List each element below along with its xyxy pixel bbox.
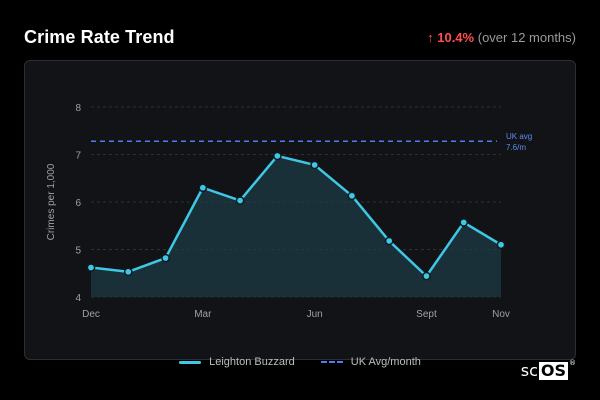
- legend-item-uk-avg[interactable]: UK Avg/month: [320, 356, 421, 368]
- data-point: [86, 263, 96, 272]
- trend-up-icon: ↑: [427, 29, 434, 45]
- data-point: [123, 267, 133, 277]
- y-axis-label: Crimes per 1,000: [46, 163, 57, 240]
- series-area: [91, 155, 501, 297]
- logo-boxed: OS: [538, 360, 568, 380]
- legend: Leighton Buzzard UK Avg/month: [0, 352, 600, 372]
- x-tick-label: Jun: [307, 309, 323, 320]
- registered-mark: ®: [569, 358, 576, 367]
- chart-title: Crime Rate Trend: [24, 26, 175, 47]
- data-point: [422, 271, 431, 281]
- logo-prefix: sc: [520, 361, 538, 380]
- data-point: [347, 191, 357, 201]
- data-point: [273, 151, 282, 161]
- x-tick-label: Nov: [492, 309, 510, 320]
- y-tick-label: 8: [75, 103, 81, 114]
- y-tick-label: 7: [75, 151, 81, 162]
- axis-layer: 4 5 6 7 8 Crimes per 1,000 Dec Mar Jun Sept Nov: [46, 103, 510, 320]
- area-layer: [91, 155, 501, 297]
- data-point: [235, 196, 245, 205]
- change-summary: ↑ 10.4% (over 12 months): [427, 30, 576, 45]
- y-tick-label: 4: [75, 293, 81, 304]
- data-point: [384, 236, 394, 246]
- x-tick-label: Dec: [82, 309, 100, 320]
- uk-avg-annotation-line2: 7.6/m: [506, 143, 526, 152]
- points-layer: [86, 151, 506, 281]
- x-tick-label: Mar: [194, 309, 212, 320]
- legend-item-series[interactable]: Leighton Buzzard: [179, 356, 295, 368]
- series-line: [90, 154, 502, 278]
- legend-label-series: Leighton Buzzard: [209, 356, 295, 368]
- change-percentage: 10.4%: [437, 29, 475, 45]
- legend-swatch-uk-avg: [320, 361, 343, 363]
- brand-logo: sc OS ®: [520, 358, 576, 381]
- data-point: [198, 183, 208, 193]
- change-period: (over 12 months): [477, 29, 576, 45]
- data-point: [310, 160, 319, 170]
- uk-avg-annotation-line1: UK avg: [506, 132, 532, 141]
- data-point: [459, 218, 469, 227]
- y-tick-label: 5: [75, 246, 81, 257]
- line-layer: [90, 154, 502, 278]
- legend-label-uk-avg: UK Avg/month: [350, 356, 421, 368]
- data-point: [161, 253, 170, 263]
- header: Crime Rate Trend ↑ 10.4% (over 12 months…: [24, 24, 576, 50]
- x-tick-label: Sept: [416, 309, 437, 320]
- avg-layer: UK avg 7.6/m: [91, 132, 532, 152]
- y-tick-label: 6: [75, 198, 81, 209]
- data-point: [496, 240, 506, 250]
- legend-swatch-series: [179, 360, 202, 364]
